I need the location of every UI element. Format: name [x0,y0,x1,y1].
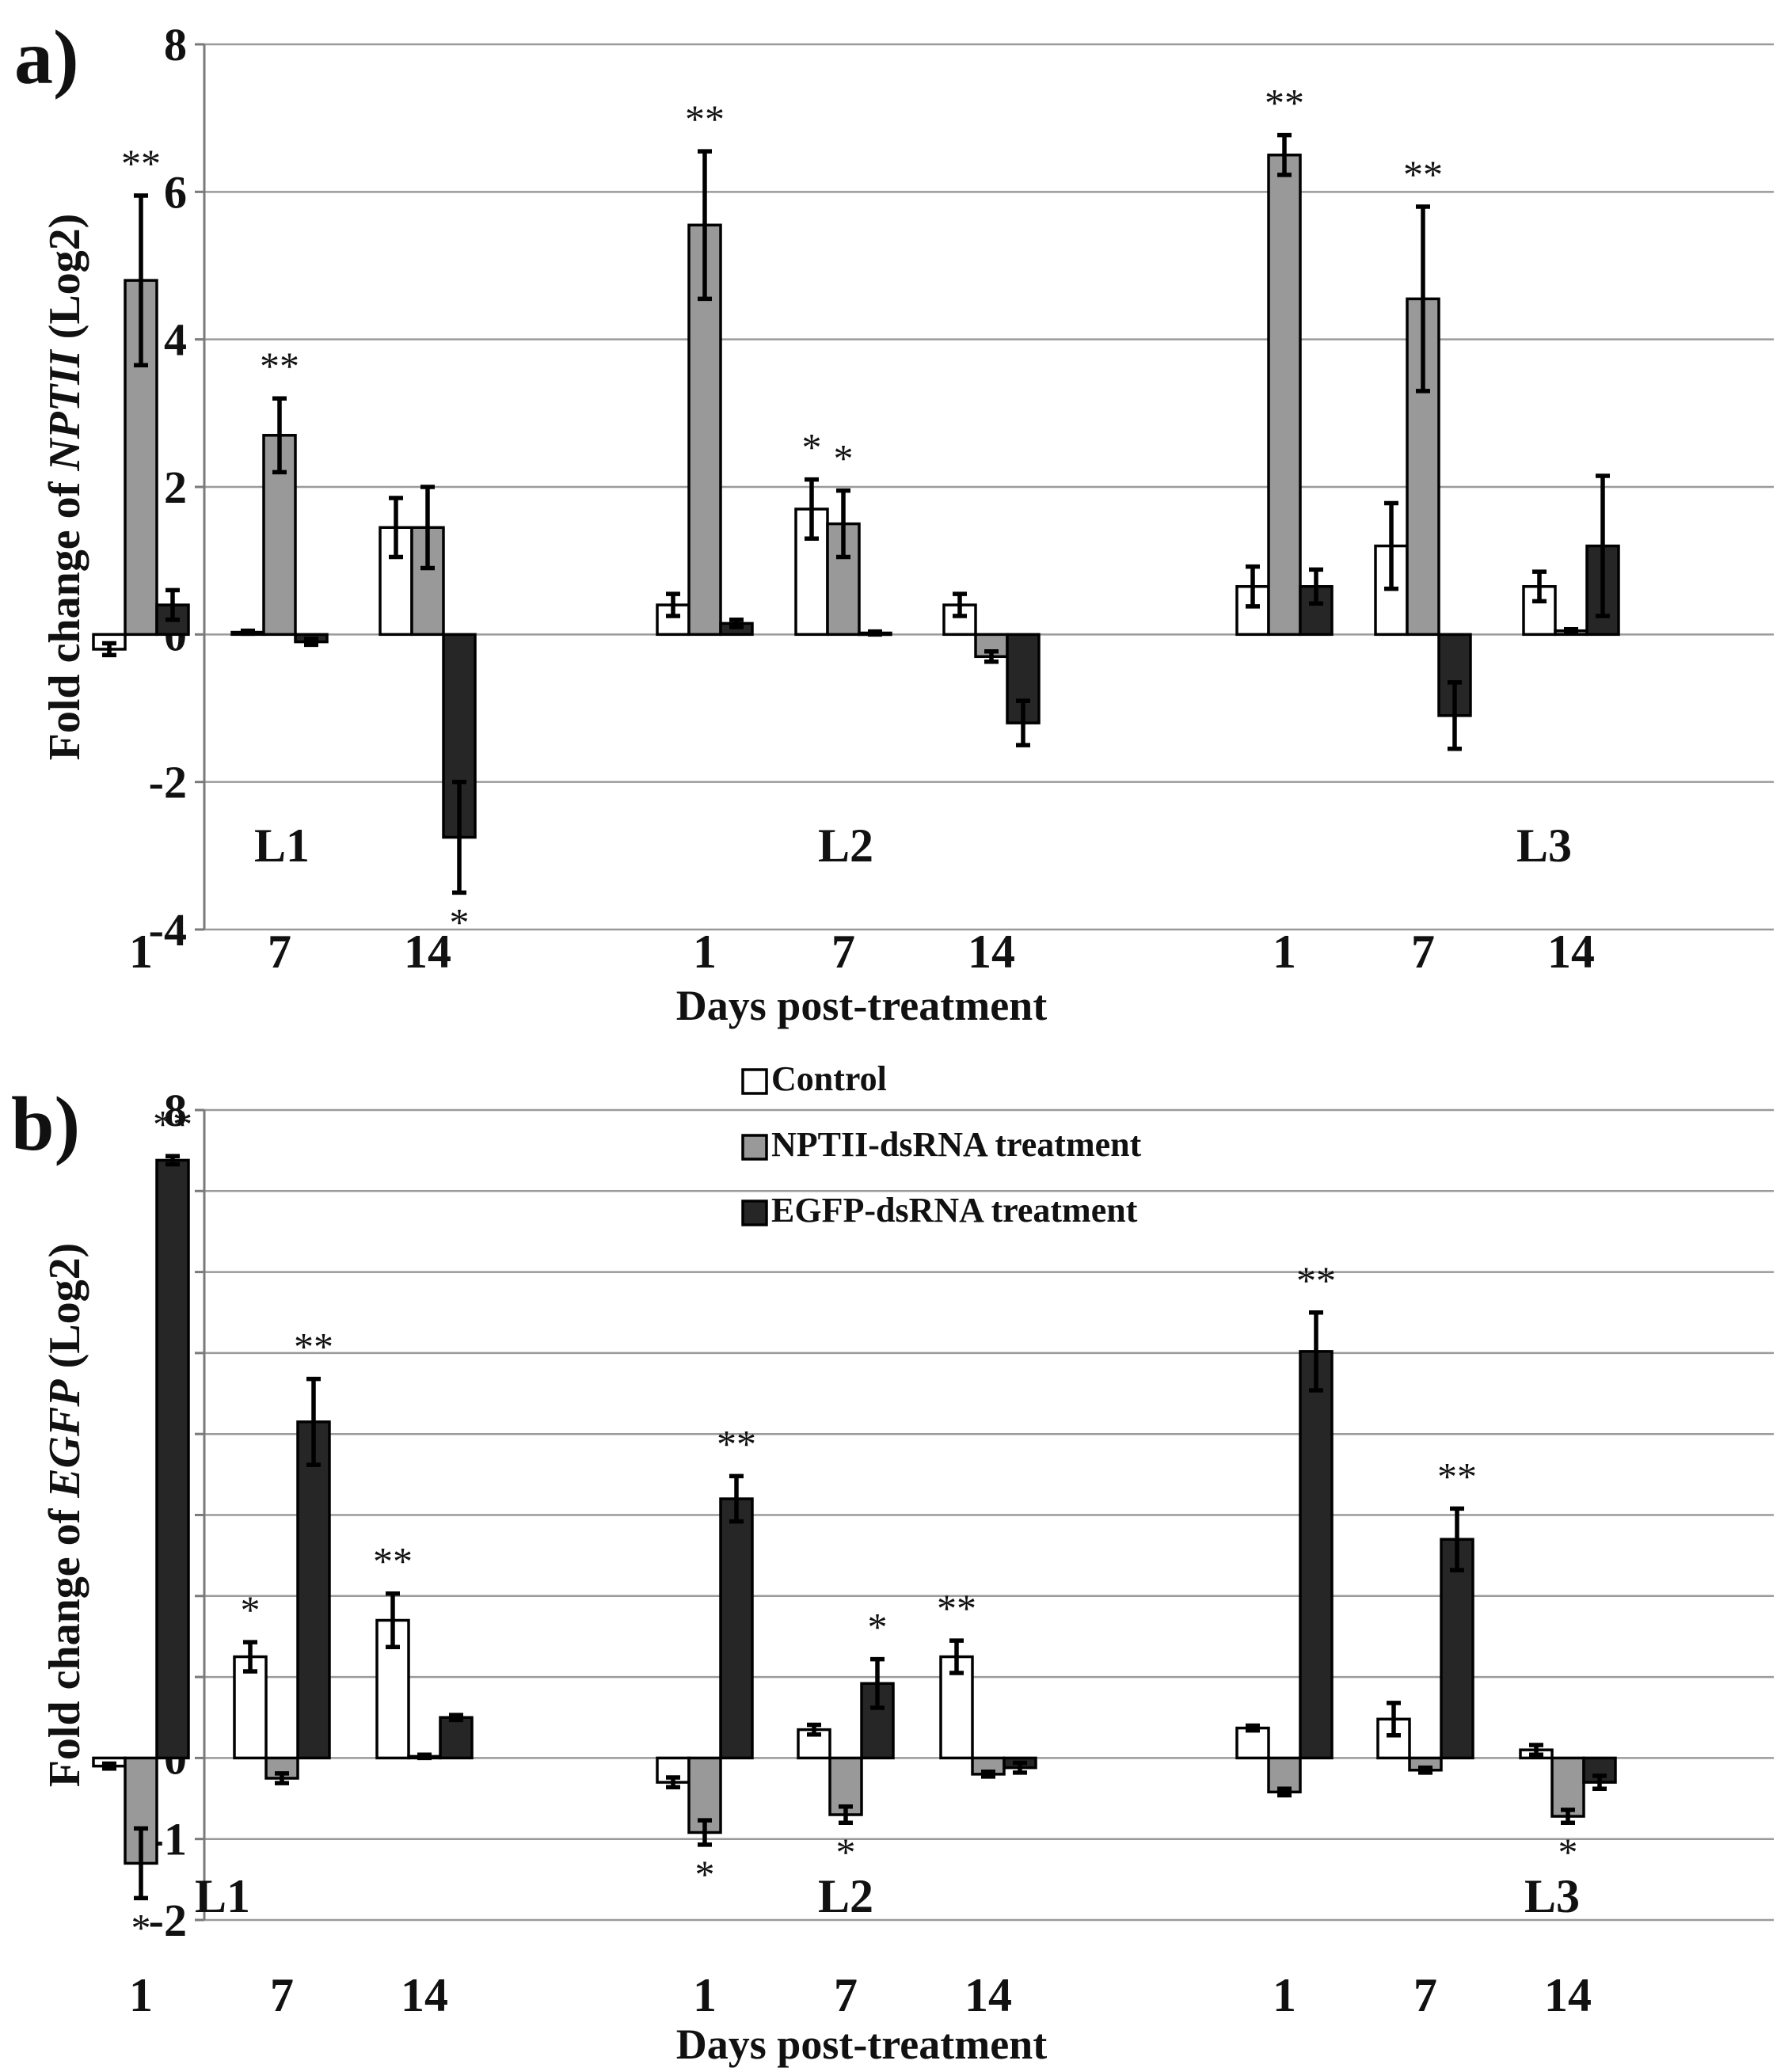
bar [155,1158,190,1760]
y-tick-label: 4 [164,314,187,366]
panel-label: b) [11,1082,80,1167]
significance-marker: * [834,436,854,481]
line-label: L2 [818,1870,873,1922]
line-label: L3 [1516,819,1572,872]
significance-marker: ** [294,1325,333,1369]
significance-marker: ** [260,344,299,388]
significance-marker: ** [685,97,725,141]
x-tick-label: 7 [268,926,291,978]
significance-marker: ** [121,141,161,185]
significance-marker: ** [1403,152,1443,196]
panel-label: a) [14,15,79,101]
line-label: L1 [254,819,310,872]
bar [296,1420,331,1760]
bar [719,1497,754,1760]
x-tick-label: 1 [129,1969,153,2021]
y-tick-label: 8 [164,19,187,70]
y-axis-title-suffix: (Log2) [40,214,89,351]
legend-swatch [741,1199,768,1226]
significance-marker: * [1558,1830,1578,1874]
y-axis-title-suffix: (Log2) [40,1243,89,1380]
significance-marker: ** [153,1101,192,1146]
significance-marker: * [450,899,470,944]
x-tick-label: 14 [1544,1969,1592,2021]
x-tick-label: 7 [834,1969,858,2021]
y-tick-label: 8 [164,1085,187,1136]
y-tick-label: 6 [164,166,187,218]
y-axis-title-gene: NPTII [40,348,89,472]
legend: Control NPTII-dsRNA treatment EGFP-dsRNA t… [741,1059,1142,1230]
legend-swatch [741,1134,768,1161]
significance-marker: ** [717,1421,756,1466]
panel-a: a)-4-202468Fold change of NPTII (Log2)Da… [14,15,1774,1029]
x-tick-label: 7 [270,1969,294,2021]
x-tick-label: 7 [1411,926,1435,978]
y-tick-label: -2 [149,1895,187,1946]
legend-label: NPTII-dsRNA treatment [771,1125,1142,1164]
y-axis-title-prefix: Fold change of [40,471,89,761]
significance-marker: ** [937,1586,976,1630]
x-tick-label: 7 [1413,1969,1437,2021]
bar [1267,154,1302,637]
legend-label: Control [771,1059,887,1098]
significance-marker: * [241,1587,261,1632]
bar [1299,1350,1334,1760]
line-label: L1 [195,1870,250,1922]
y-axis-title-prefix: Fold change of [40,1498,89,1788]
significance-marker: * [802,425,822,470]
x-tick-label: 14 [968,926,1015,978]
bar [439,1716,474,1760]
x-tick-label: 1 [693,926,717,978]
x-tick-label: 14 [964,1969,1012,2021]
bar [1550,1756,1585,1818]
y-axis-title-gene: EGFP [40,1379,89,1499]
significance-marker: * [836,1830,856,1874]
x-tick-label: 14 [401,1969,448,2021]
legend-swatch [741,1068,768,1095]
y-tick-label: -2 [149,757,187,808]
x-tick-label: 1 [1273,1969,1296,2021]
bar [233,1655,268,1760]
significance-marker: ** [1437,1454,1477,1498]
line-label: L2 [818,819,873,872]
x-tick-label: 14 [404,926,451,978]
x-tick-label: 1 [129,926,153,978]
significance-marker: * [695,1852,715,1896]
y-tick-label: 2 [164,462,187,513]
x-tick-label: 1 [693,1969,717,2021]
x-tick-label: 14 [1547,926,1595,978]
significance-marker: * [131,1905,151,1949]
significance-marker: * [868,1605,888,1649]
significance-marker: ** [1265,81,1304,125]
y-axis-title: Fold change of EGFP (Log2) [40,1243,89,1788]
x-axis-title: Days post-treatment [676,982,1047,1029]
y-tick-label: -4 [149,904,187,956]
x-tick-label: 1 [1273,926,1296,978]
line-label: L3 [1524,1870,1580,1922]
x-axis-title: Days post-treatment [676,2021,1047,2068]
y-axis-title: Fold change of NPTII (Log2) [40,214,89,761]
significance-marker: ** [373,1539,413,1583]
x-tick-label: 7 [831,926,855,978]
legend-label: EGFP-dsRNA treatment [771,1191,1138,1230]
significance-marker: ** [1296,1258,1336,1302]
panel-b: b)-2-1012345678Fold change of EGFP (Log2… [11,1059,1774,2068]
